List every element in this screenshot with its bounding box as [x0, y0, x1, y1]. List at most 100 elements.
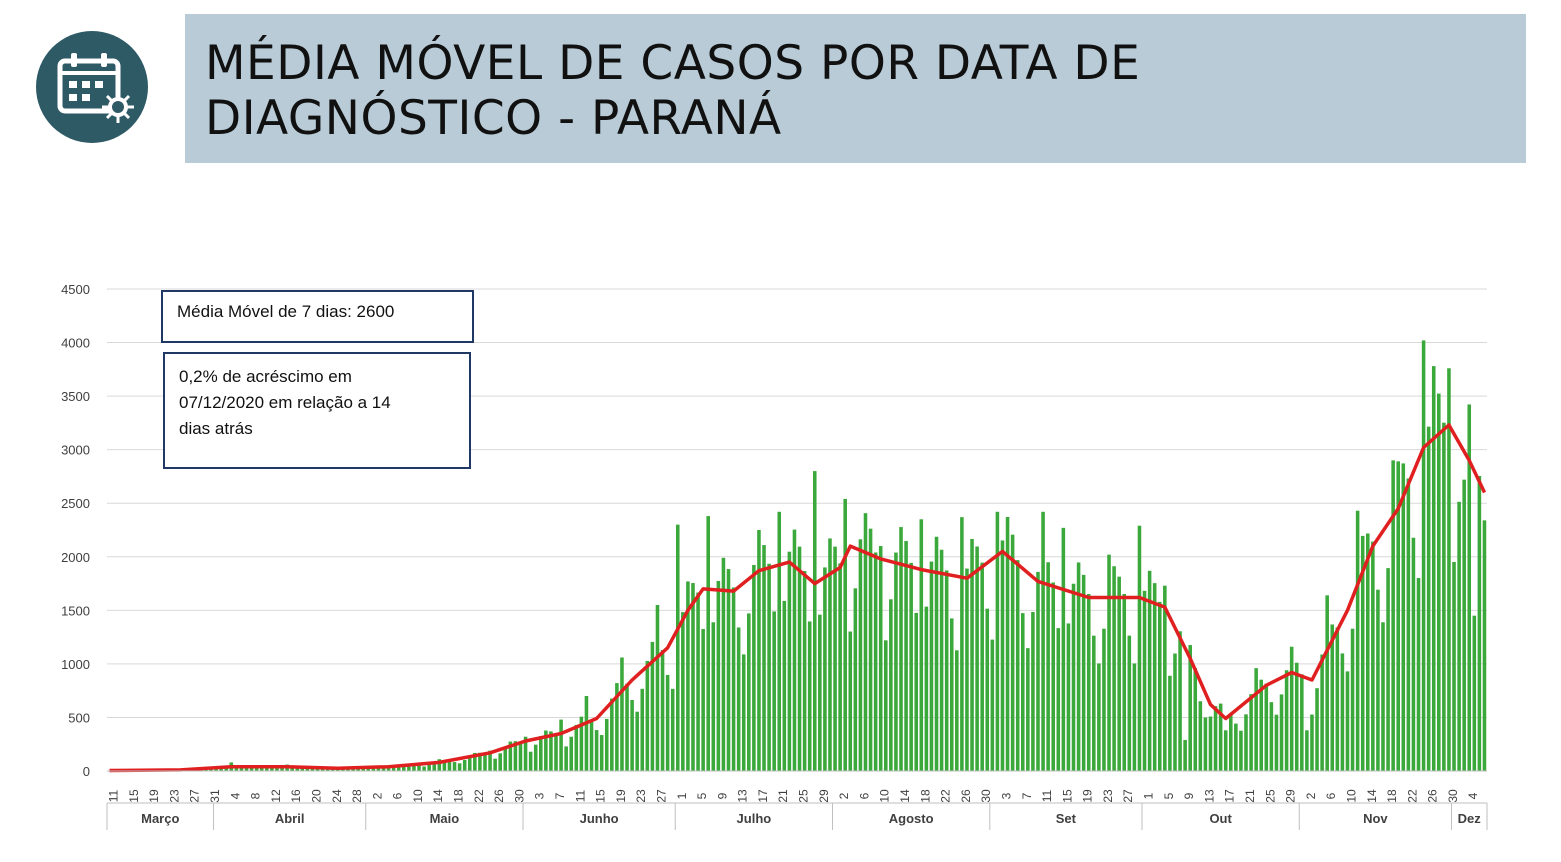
- x-tick-label: 7: [553, 792, 567, 799]
- daily-bar: [280, 768, 284, 771]
- daily-bar: [1371, 541, 1375, 771]
- daily-bar: [254, 766, 259, 771]
- daily-bar: [1325, 595, 1329, 771]
- daily-bar: [1122, 594, 1127, 771]
- daily-bar: [209, 769, 213, 771]
- daily-bar: [853, 588, 858, 771]
- daily-bar: [1447, 368, 1451, 771]
- daily-bar: [427, 764, 431, 771]
- daily-bar: [980, 562, 984, 771]
- daily-bar: [1421, 340, 1426, 771]
- x-tick-label: 12: [269, 789, 283, 803]
- daily-bar: [1198, 701, 1203, 771]
- daily-bar: [1137, 525, 1142, 771]
- daily-bar: [1152, 583, 1157, 771]
- daily-bar: [726, 569, 731, 771]
- x-tick-label: 11: [573, 789, 587, 802]
- daily-bar: [539, 736, 543, 771]
- daily-bar: [1477, 476, 1482, 771]
- daily-bar: [513, 741, 518, 771]
- x-tick-label: 19: [1081, 789, 1095, 803]
- x-tick-label: 3: [533, 792, 547, 799]
- x-tick-label: 28: [350, 789, 364, 803]
- daily-bar: [381, 767, 386, 771]
- x-tick-label: 24: [330, 789, 344, 803]
- daily-bar: [351, 769, 355, 771]
- calendar-virus-icon: [36, 31, 148, 143]
- daily-bar: [985, 608, 990, 771]
- daily-bar: [452, 762, 457, 771]
- daily-bar: [493, 758, 497, 771]
- daily-bar: [1249, 694, 1253, 771]
- daily-bar: [1081, 574, 1086, 771]
- daily-bar: [939, 549, 944, 771]
- daily-bar: [863, 513, 868, 771]
- y-tick-label: 3000: [61, 443, 90, 458]
- daily-bar: [823, 567, 827, 771]
- x-tick-label: 9: [1182, 792, 1196, 799]
- x-tick-label: 27: [1121, 789, 1135, 803]
- x-tick-label: 1: [1142, 792, 1156, 799]
- daily-bar: [828, 538, 832, 771]
- x-tick-label: 17: [756, 789, 770, 803]
- daily-bar: [1315, 688, 1319, 771]
- month-label: Julho: [737, 811, 772, 826]
- change-box: 0,2% de acréscimo em 07/12/2020 em relaç…: [163, 352, 471, 469]
- daily-bar: [843, 498, 847, 771]
- daily-bar: [772, 611, 776, 771]
- daily-bar: [635, 711, 639, 771]
- daily-bar: [767, 563, 771, 771]
- daily-bar: [944, 570, 949, 771]
- daily-bar: [802, 571, 807, 771]
- x-tick-label: 14: [1365, 789, 1379, 803]
- month-label: Maio: [430, 811, 460, 826]
- daily-bar: [919, 519, 924, 771]
- daily-bar: [625, 683, 629, 771]
- month-label: Abril: [275, 811, 305, 826]
- daily-bar: [1467, 404, 1472, 771]
- y-tick-label: 2500: [61, 496, 90, 511]
- change-text-line2: 07/12/2020 em relação a 14: [179, 393, 391, 412]
- daily-bar: [670, 688, 675, 771]
- daily-bar: [488, 750, 492, 771]
- daily-bar: [747, 613, 751, 771]
- x-tick-label: 13: [1202, 789, 1216, 803]
- daily-bar: [894, 552, 898, 771]
- daily-bar: [239, 767, 244, 771]
- change-text-line1: 0,2% de acréscimo em: [179, 367, 352, 386]
- x-tick-label: 29: [817, 789, 831, 803]
- daily-bar: [1350, 628, 1355, 771]
- daily-bar: [579, 716, 584, 771]
- x-tick-label: 5: [695, 792, 709, 799]
- daily-bar: [462, 760, 467, 771]
- daily-bar: [498, 753, 502, 771]
- daily-bar: [305, 767, 310, 771]
- daily-bar: [1300, 674, 1304, 771]
- daily-bar: [995, 511, 1000, 771]
- daily-bar: [1157, 601, 1162, 771]
- x-tick-label: 23: [167, 789, 181, 803]
- daily-bar: [675, 524, 680, 771]
- daily-bar: [1284, 670, 1289, 771]
- daily-bar: [569, 736, 574, 771]
- daily-bar: [544, 730, 548, 771]
- daily-bar: [508, 741, 513, 771]
- daily-bar: [1102, 628, 1106, 771]
- x-tick-label: 30: [1446, 789, 1460, 803]
- daily-bar: [437, 759, 442, 771]
- daily-bar: [1147, 570, 1152, 771]
- daily-bar: [259, 765, 264, 771]
- daily-bar: [904, 540, 908, 771]
- daily-bar: [1259, 679, 1264, 771]
- daily-bar: [640, 688, 645, 771]
- daily-bar: [1355, 510, 1360, 771]
- daily-bar: [1208, 716, 1213, 771]
- daily-bar: [812, 471, 817, 771]
- daily-bar: [1015, 560, 1020, 771]
- daily-bar: [1279, 694, 1284, 771]
- month-label: Out: [1209, 811, 1232, 826]
- daily-bar: [681, 612, 685, 771]
- daily-bar: [523, 736, 528, 771]
- daily-bar: [792, 529, 797, 771]
- daily-bar: [752, 564, 756, 771]
